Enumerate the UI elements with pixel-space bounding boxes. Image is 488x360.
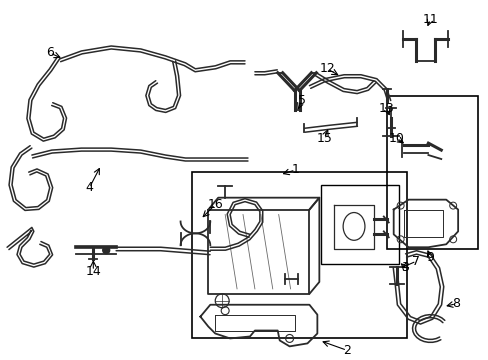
Text: 4: 4 <box>85 181 93 194</box>
Text: 10: 10 <box>388 132 404 145</box>
Text: 2: 2 <box>343 344 350 357</box>
Circle shape <box>102 247 109 254</box>
Text: 1: 1 <box>291 163 299 176</box>
Bar <box>386 95 477 249</box>
Text: 12: 12 <box>319 62 334 75</box>
Bar <box>321 185 398 264</box>
Text: 5: 5 <box>297 94 305 107</box>
Text: 16: 16 <box>207 198 223 211</box>
Text: 7: 7 <box>412 255 420 267</box>
Text: 14: 14 <box>85 265 101 278</box>
Text: 6: 6 <box>46 46 54 59</box>
Text: 8: 8 <box>451 297 459 310</box>
Bar <box>192 172 406 338</box>
Text: 3: 3 <box>400 261 407 274</box>
Text: 15: 15 <box>316 132 331 145</box>
Text: 13: 13 <box>378 102 394 115</box>
Text: 11: 11 <box>422 13 437 26</box>
Text: 9: 9 <box>426 251 433 264</box>
